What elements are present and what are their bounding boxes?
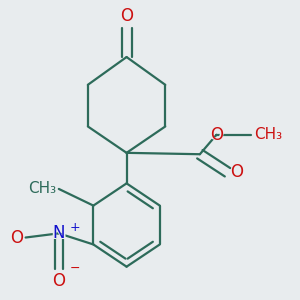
Text: CH₃: CH₃ [254,126,290,144]
Text: CH₃: CH₃ [20,180,56,198]
Text: O: O [10,229,23,247]
Text: +: + [70,221,80,234]
Text: CH₃: CH₃ [254,127,282,142]
Text: O: O [50,272,67,291]
Text: N: N [51,224,67,243]
Text: O: O [52,272,65,290]
Text: O: O [230,163,243,181]
Text: O: O [230,163,247,182]
Text: O: O [210,126,223,144]
Text: O: O [118,6,135,25]
Text: −: − [70,262,80,275]
Text: O: O [208,125,225,144]
Text: N: N [52,224,65,242]
Text: O: O [6,228,23,247]
Text: CH₃: CH₃ [28,182,56,196]
Text: O: O [120,7,133,25]
